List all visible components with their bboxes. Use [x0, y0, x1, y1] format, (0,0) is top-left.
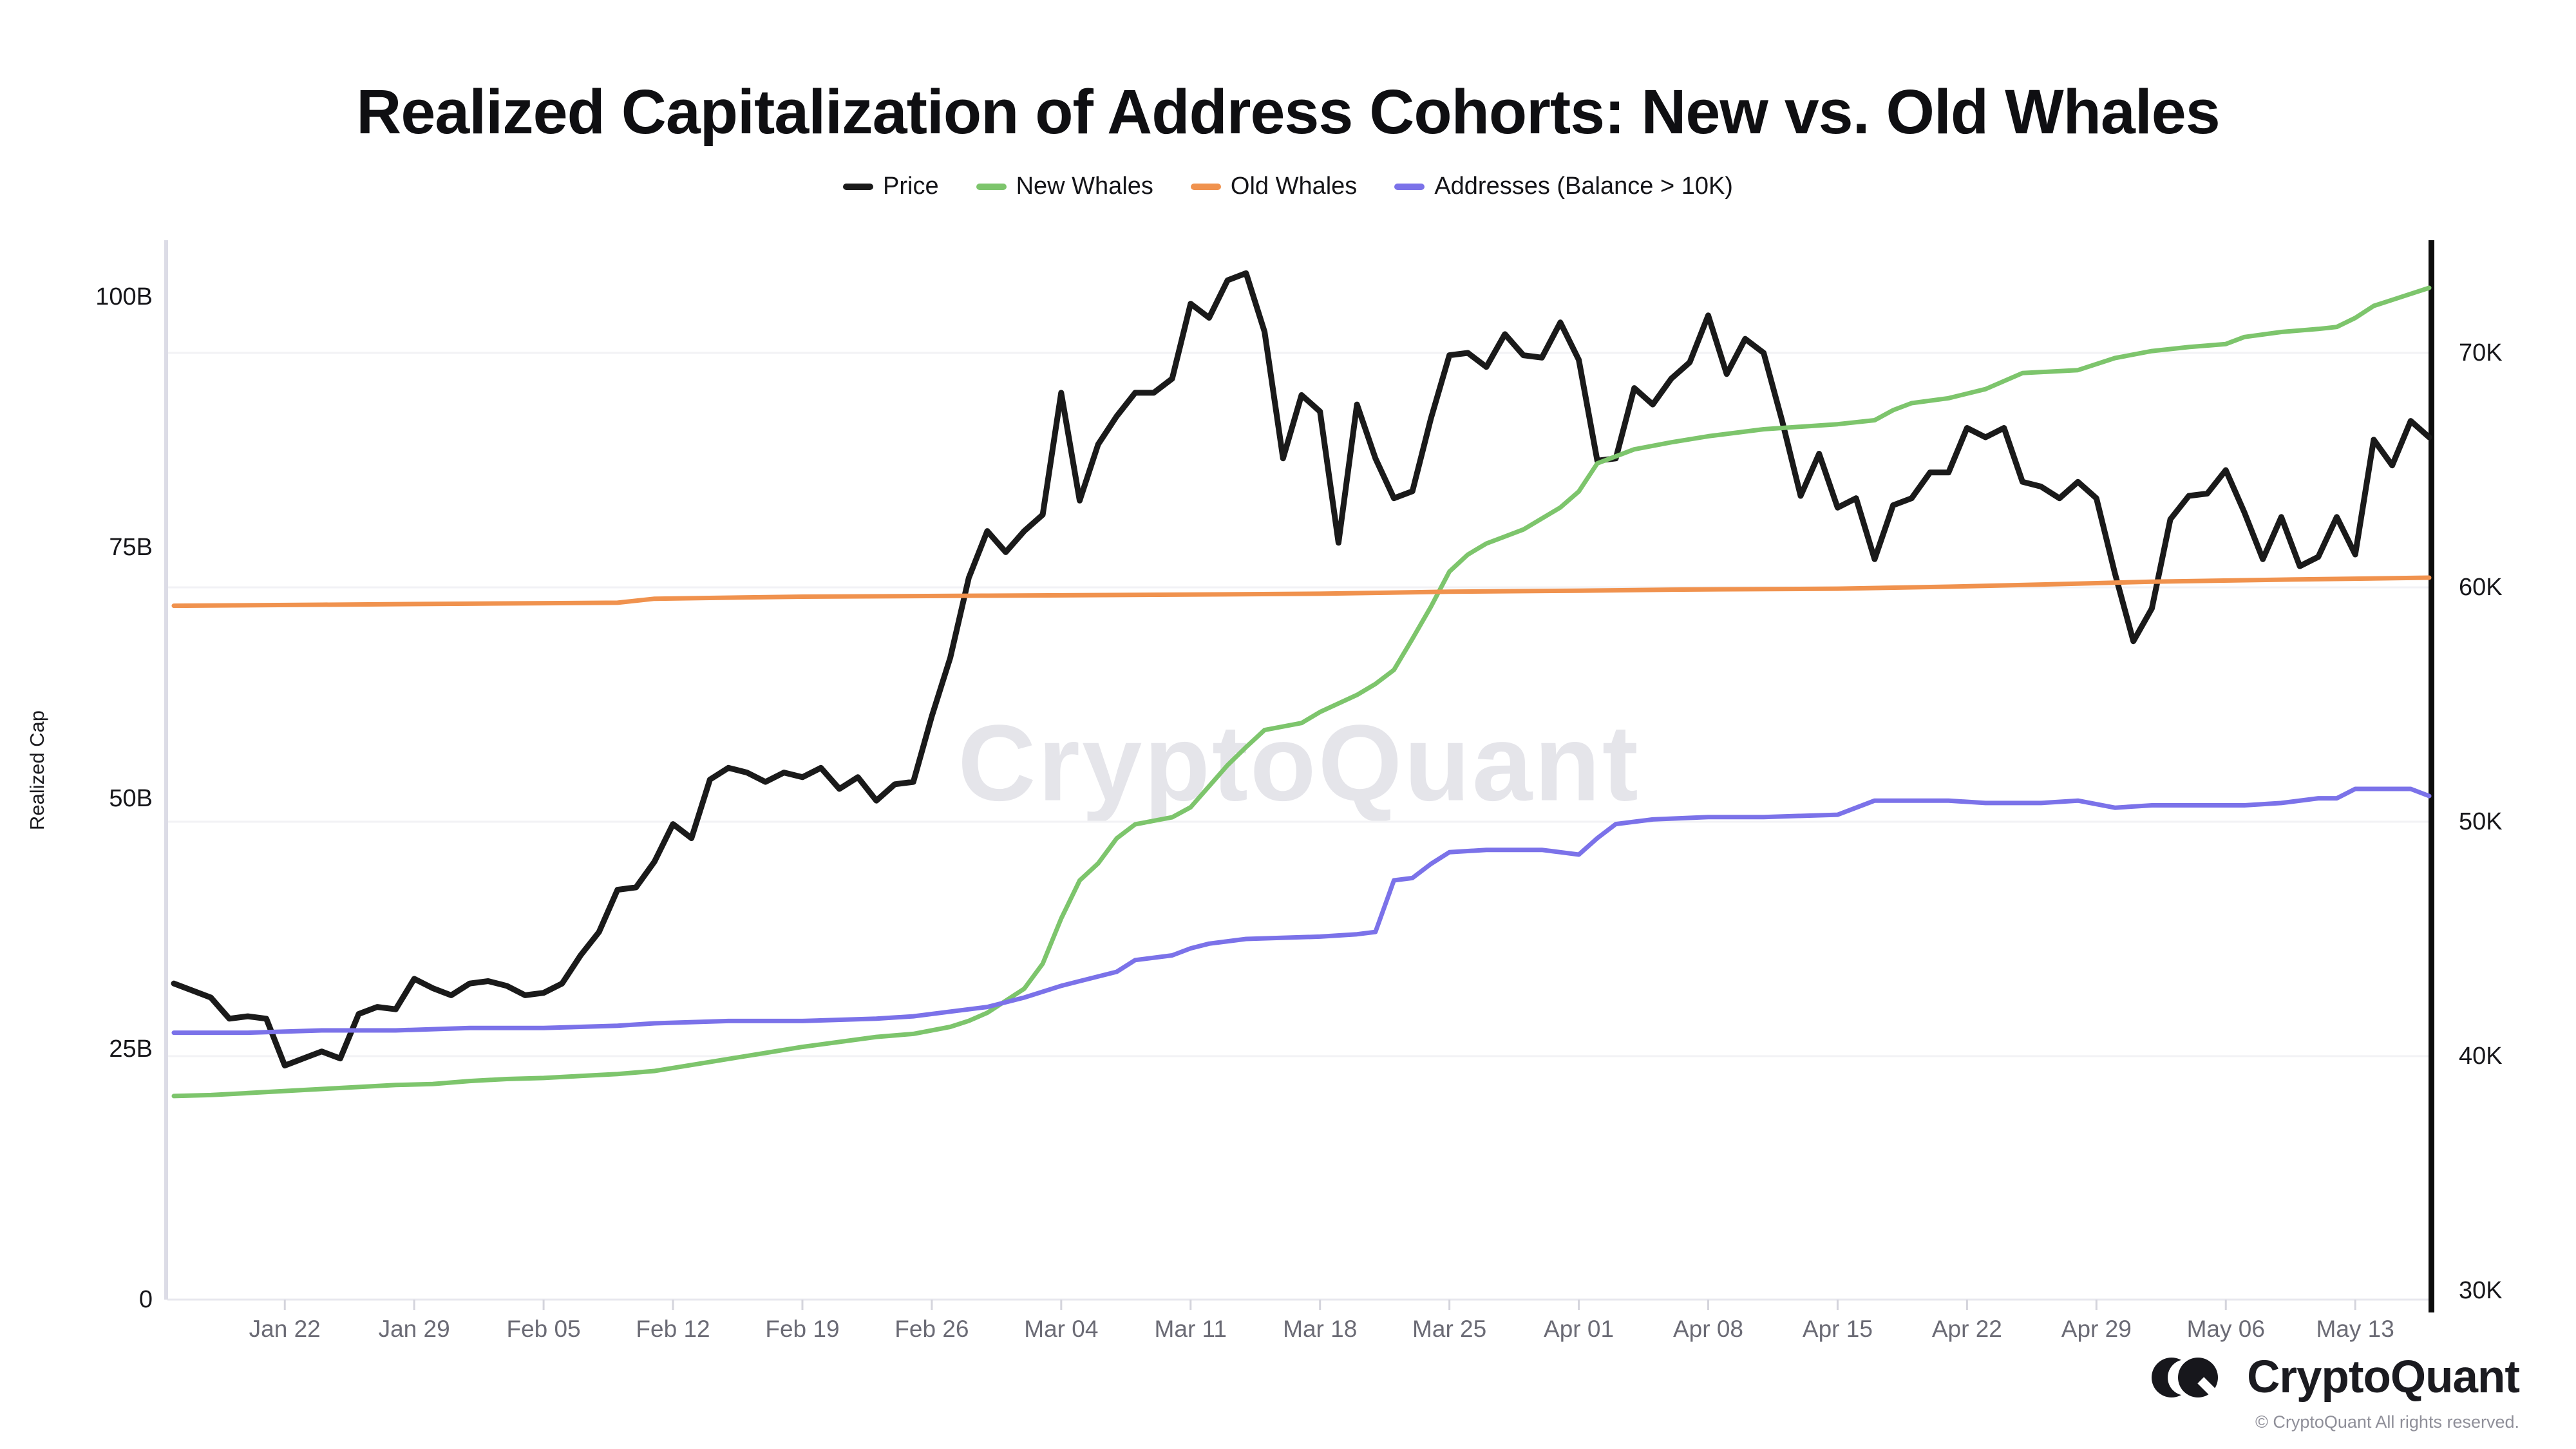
old-whales-line: [171, 575, 2432, 609]
legend-item-old-whales[interactable]: Old Whales: [1190, 173, 1358, 200]
price-swatch-icon: [843, 183, 874, 190]
addresses-balance-10k--line: [171, 786, 2432, 1036]
x-tick-label: Feb 12: [636, 1316, 710, 1342]
x-tick-label: May 13: [2316, 1316, 2394, 1342]
x-tick-label: May 06: [2186, 1316, 2265, 1342]
y-right-tick-label: 60K: [2459, 574, 2503, 601]
x-tick-label: Jan 29: [378, 1316, 450, 1342]
x-tick-label: Apr 29: [2061, 1316, 2132, 1342]
addresses-swatch-icon: [1394, 183, 1425, 190]
price-line: [171, 270, 2432, 1069]
legend-label: Old Whales: [1230, 173, 1358, 200]
x-tick-label: Apr 01: [1544, 1316, 1615, 1342]
chart-title: Realized Capitalization of Address Cohor…: [356, 77, 2220, 147]
y-right-tick-label: 40K: [2459, 1043, 2503, 1070]
y-left-tick-label: 100B: [95, 283, 153, 310]
new-whales-line: [171, 285, 2432, 1099]
y-left-tick-label: 75B: [109, 534, 153, 562]
new-whales-swatch-icon: [976, 183, 1007, 190]
legend-item-price[interactable]: Price: [843, 173, 939, 200]
legend-label: New Whales: [1016, 173, 1153, 200]
left-axis-spine: [164, 240, 168, 1300]
legend: Price New Whales Old Whales Addresses (B…: [0, 173, 2576, 200]
x-tick-label: Feb 26: [895, 1316, 969, 1342]
x-tick-label: Jan 22: [249, 1316, 321, 1342]
copyright-text: © CryptoQuant All rights reserved.: [2255, 1412, 2519, 1432]
y-right-tick-label: 50K: [2459, 808, 2503, 835]
x-tick-label: Mar 25: [1412, 1316, 1487, 1342]
legend-item-new-whales[interactable]: New Whales: [976, 173, 1153, 200]
x-tick-label: Feb 05: [506, 1316, 581, 1342]
x-tick-label: Apr 22: [1931, 1316, 2002, 1342]
legend-label: Addresses (Balance > 10K): [1434, 173, 1733, 200]
y-right-tick-label: 70K: [2459, 339, 2503, 366]
x-tick-label: Feb 19: [765, 1316, 840, 1342]
x-tick-label: Apr 08: [1672, 1316, 1743, 1342]
cryptoquant-logo-icon: [2152, 1357, 2220, 1399]
y-right-tick-label: 30K: [2459, 1277, 2503, 1304]
y-left-tick-label: 50B: [109, 784, 153, 812]
x-tick-label: Mar 11: [1154, 1316, 1227, 1342]
right-axis-spine: [2429, 240, 2434, 1312]
x-tick-label: Apr 15: [1802, 1316, 1873, 1342]
footer: CryptoQuant © CryptoQuant All rights res…: [2152, 1351, 2520, 1432]
x-tick-label: Mar 18: [1283, 1316, 1358, 1342]
legend-item-addresses[interactable]: Addresses (Balance > 10K): [1394, 173, 1733, 200]
x-tick-label: Mar 04: [1024, 1316, 1099, 1342]
old-whales-swatch-icon: [1190, 183, 1221, 190]
legend-label: Price: [883, 173, 939, 200]
y-left-tick-label: 0: [138, 1286, 153, 1313]
brand-name: CryptoQuant: [2247, 1352, 2520, 1403]
y-left-tick-label: 25B: [109, 1035, 153, 1063]
brand-row[interactable]: CryptoQuant: [2152, 1351, 2520, 1403]
